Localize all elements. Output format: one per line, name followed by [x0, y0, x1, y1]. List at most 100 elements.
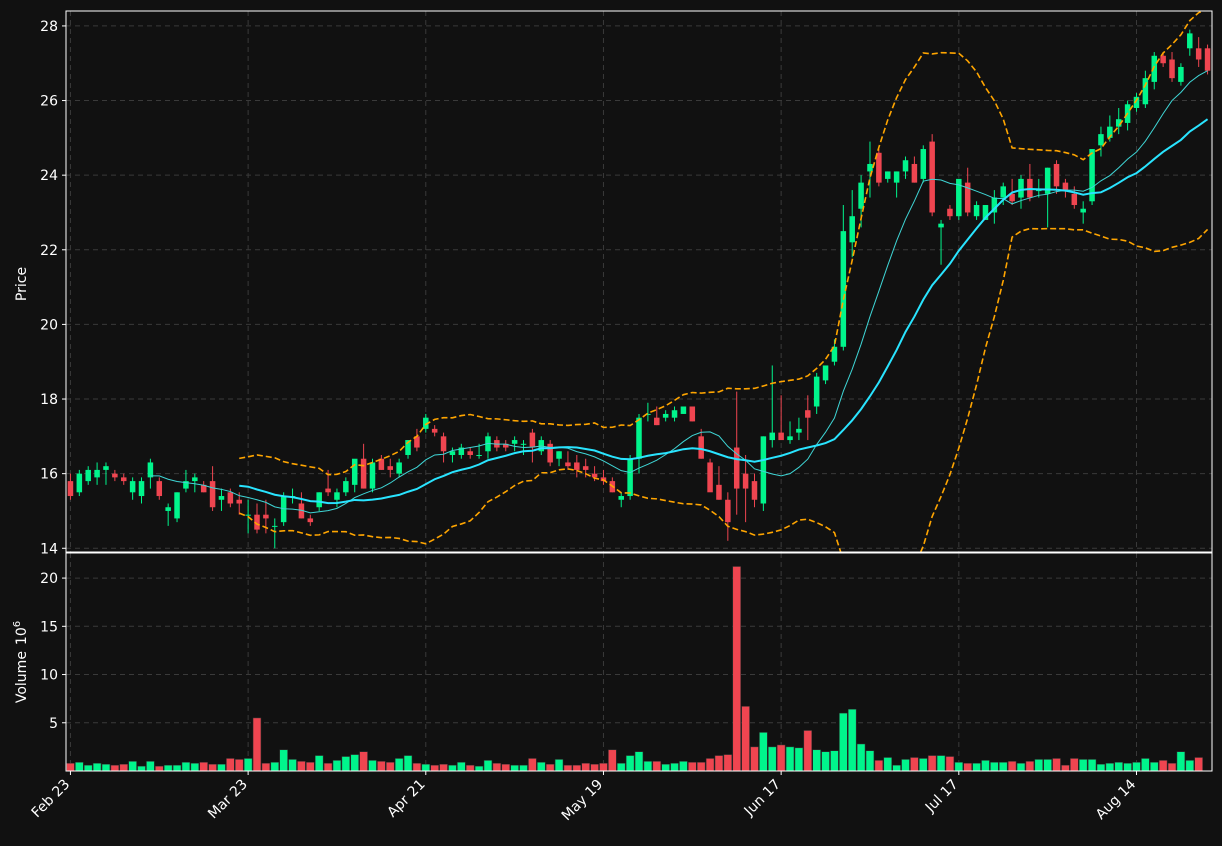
- volume-bar: [403, 755, 413, 771]
- volume-bar: [999, 762, 1008, 771]
- candle-body: [192, 477, 198, 482]
- volume-bar: [581, 763, 590, 771]
- candle-body: [1142, 78, 1149, 105]
- candle-body: [307, 518, 314, 523]
- candle-body: [458, 447, 465, 455]
- volume-bar: [483, 760, 493, 771]
- volume-bar: [128, 761, 137, 771]
- candle-body: [396, 462, 402, 474]
- volume-bar: [839, 712, 848, 771]
- candle-body: [654, 417, 660, 426]
- candle-body: [938, 223, 944, 228]
- candle-body: [325, 488, 331, 493]
- candle-body: [725, 499, 731, 523]
- candle-body: [529, 432, 536, 448]
- price-tick-label: 26: [40, 94, 58, 110]
- candle-body: [680, 406, 687, 414]
- volume-bar: [776, 744, 786, 771]
- volume-bar: [430, 764, 439, 771]
- candle-body: [1133, 96, 1140, 109]
- volume-bar: [279, 749, 288, 771]
- volume-bar: [235, 759, 244, 771]
- volume-bar: [501, 763, 510, 771]
- volume-bar: [1167, 763, 1177, 771]
- volume-axis-label-text: Volume: [14, 651, 30, 703]
- volume-bar: [1052, 758, 1061, 771]
- candle-body: [964, 182, 971, 213]
- candle-body: [796, 428, 802, 433]
- volume-bar: [110, 764, 120, 771]
- candle-body: [556, 451, 562, 459]
- volume-bar: [1194, 757, 1203, 771]
- candle-body: [103, 466, 109, 470]
- volume-bar: [768, 746, 777, 771]
- candle-body: [174, 492, 180, 519]
- volume-bar: [323, 763, 333, 771]
- volume-bar: [963, 763, 972, 771]
- volume-bar: [661, 763, 670, 771]
- candle-body: [1080, 208, 1086, 213]
- volume-bar: [919, 758, 928, 771]
- candle-body: [805, 410, 811, 418]
- volume-bar: [394, 758, 404, 771]
- volume-bar: [1141, 758, 1150, 771]
- volume-bar: [590, 763, 599, 771]
- candle-body: [956, 178, 962, 217]
- candle-body: [1178, 66, 1184, 82]
- volume-bar: [466, 764, 475, 771]
- volume-bar: [554, 759, 564, 771]
- volume-bar: [1034, 759, 1043, 771]
- volume-bar: [883, 757, 892, 771]
- volume-bar: [572, 764, 582, 771]
- candle-body: [94, 469, 100, 478]
- volume-bar: [350, 754, 359, 771]
- candle-body: [858, 182, 864, 209]
- candle-body: [76, 473, 83, 493]
- volume-bar: [359, 751, 368, 771]
- candle-body: [1115, 119, 1122, 127]
- volume-bar: [856, 743, 866, 771]
- volume-bar: [696, 762, 706, 771]
- candle-body: [1204, 48, 1211, 71]
- candle-body: [1151, 55, 1158, 82]
- volume-bar: [1185, 760, 1194, 771]
- volume-bar: [865, 750, 875, 771]
- candle-body: [298, 503, 305, 519]
- moving-average-slow-line: [239, 118, 1209, 505]
- volume-bar: [741, 706, 750, 771]
- volume-bar: [794, 747, 804, 771]
- candle-body: [200, 484, 207, 493]
- volume-bar: [643, 761, 653, 771]
- candle-body: [1036, 190, 1042, 192]
- candle-body: [67, 481, 74, 497]
- candle-body: [272, 525, 278, 527]
- volume-bar: [306, 762, 315, 771]
- volume-bar: [892, 764, 901, 771]
- candle-body: [1089, 149, 1095, 202]
- candle-body: [263, 514, 269, 519]
- volume-bar: [252, 717, 262, 771]
- volume-bar: [537, 762, 546, 771]
- candle-body: [1187, 33, 1193, 49]
- volume-bar: [217, 763, 226, 771]
- volume-bar: [759, 732, 768, 771]
- volume-bar: [785, 746, 795, 771]
- volume-bar: [563, 764, 573, 771]
- volume-bar: [439, 763, 448, 771]
- volume-bar: [474, 765, 484, 771]
- volume-bar: [332, 760, 342, 771]
- volume-bar: [1158, 760, 1168, 771]
- candle-body: [112, 473, 118, 478]
- volume-bar: [732, 566, 741, 771]
- candle-body: [129, 481, 136, 493]
- volume-bar: [519, 764, 528, 771]
- volume-tick-label: 15: [40, 619, 58, 635]
- volume-bar: [714, 755, 724, 771]
- candle-body: [405, 440, 411, 455]
- volume-tick-label: 5: [49, 716, 58, 732]
- volume-panel: [66, 566, 1203, 771]
- price-tick-label: 18: [40, 392, 58, 408]
- volume-bar: [421, 763, 430, 771]
